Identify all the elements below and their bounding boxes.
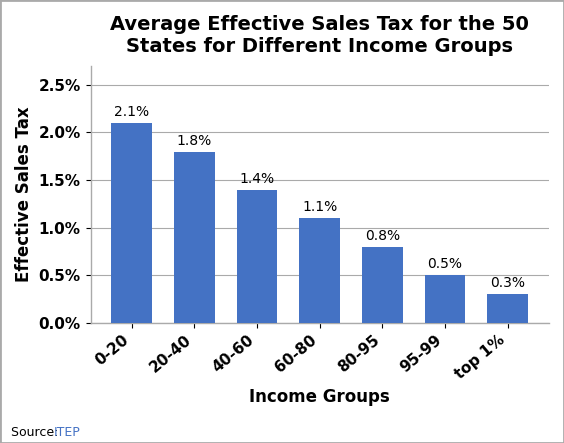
Bar: [111, 123, 152, 323]
Text: 0.8%: 0.8%: [365, 229, 400, 243]
Text: 0.5%: 0.5%: [428, 257, 462, 272]
Text: 2.1%: 2.1%: [114, 105, 149, 119]
Text: Source:: Source:: [11, 426, 63, 439]
X-axis label: Income Groups: Income Groups: [249, 388, 390, 406]
Text: 1.1%: 1.1%: [302, 200, 337, 214]
Text: 0.3%: 0.3%: [490, 276, 525, 291]
Bar: [425, 275, 465, 323]
Bar: [487, 294, 528, 323]
Bar: [174, 152, 215, 323]
Bar: [237, 190, 277, 323]
Bar: [299, 218, 340, 323]
Text: ITEP: ITEP: [54, 426, 80, 439]
Text: 1.4%: 1.4%: [240, 172, 275, 186]
Title: Average Effective Sales Tax for the 50
States for Different Income Groups: Average Effective Sales Tax for the 50 S…: [111, 15, 529, 56]
Bar: [362, 247, 403, 323]
Y-axis label: Effective Sales Tax: Effective Sales Tax: [15, 106, 33, 282]
Text: 1.8%: 1.8%: [177, 134, 212, 148]
